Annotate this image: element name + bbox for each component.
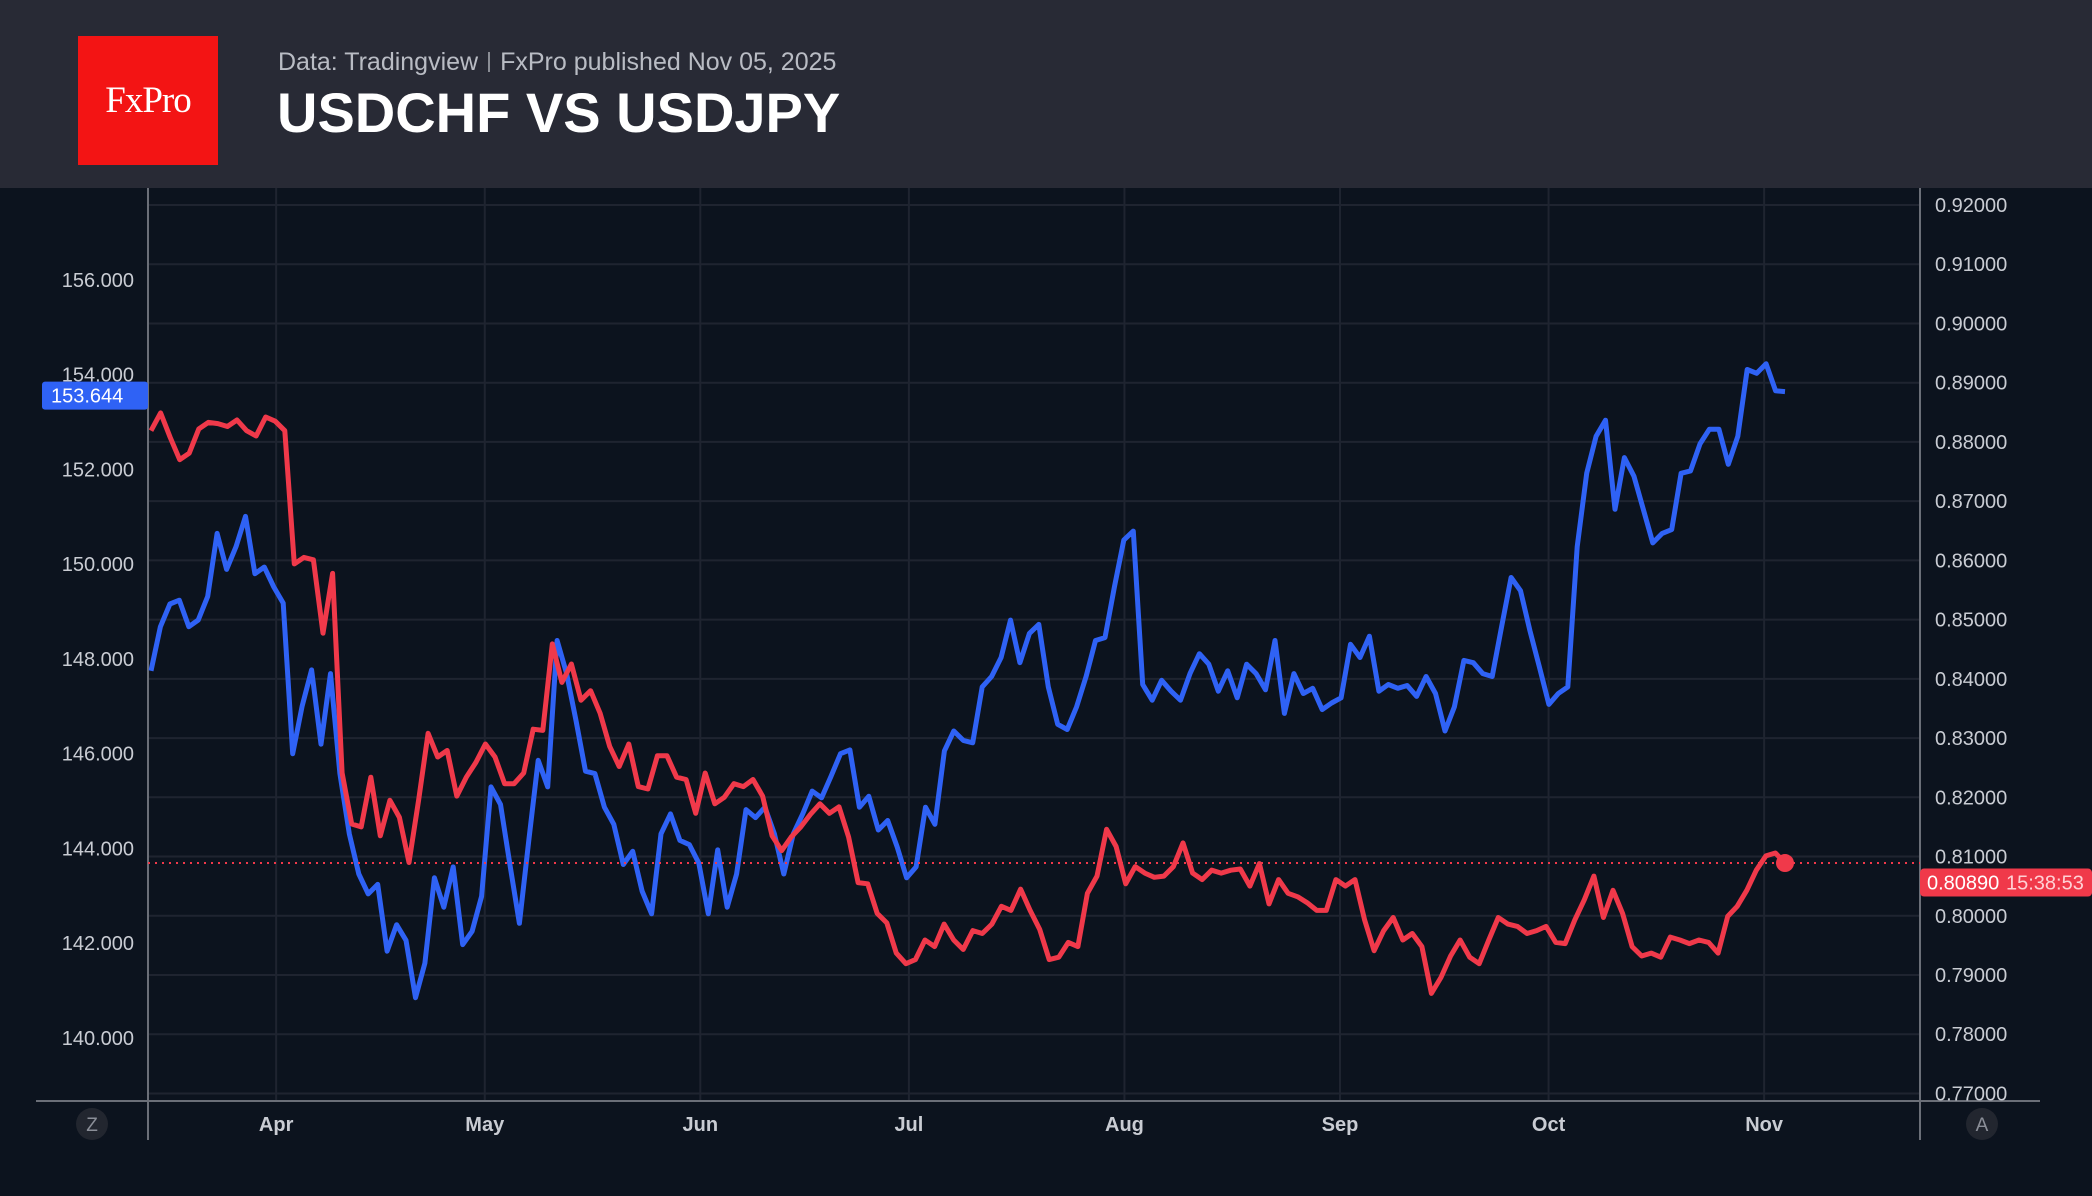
header: FxPro Data: Tradingview FxPro published N… — [0, 0, 2092, 188]
left-tick-label: 142.000 — [62, 933, 134, 955]
right-tick-label: 0.82000 — [1935, 787, 2007, 809]
month-label: May — [465, 1114, 505, 1136]
usdchf-last-point — [1776, 854, 1794, 873]
left-tick-label: 140.000 — [62, 1028, 134, 1050]
month-label: Apr — [259, 1114, 294, 1136]
usdchf-price-badge — [1920, 868, 2092, 897]
month-label: Nov — [1745, 1114, 1784, 1136]
right-tick-label: 0.77000 — [1935, 1083, 2007, 1105]
axis-button-left-label[interactable]: Z — [86, 1115, 98, 1136]
axis-labels: 0.77000 0.78000 0.79000 0.80000 0.81000 0.820… — [62, 195, 2008, 1136]
month-label: Jun — [683, 1114, 719, 1136]
subtitle: Data: Tradingview FxPro published Nov 05,… — [278, 48, 836, 77]
right-tick-label: 0.87000 — [1935, 491, 2007, 513]
right-tick-label: 0.91000 — [1935, 254, 2007, 276]
series-lines — [148, 361, 1920, 1001]
right-tick-label: 0.79000 — [1935, 965, 2007, 987]
month-label: Sep — [1322, 1114, 1359, 1136]
left-tick-label: 152.000 — [62, 459, 134, 481]
published-date: FxPro published Nov 05, 2025 — [500, 48, 837, 76]
usdchf-countdown: 15:38:53 — [2006, 873, 2084, 895]
right-tick-label: 0.88000 — [1935, 432, 2007, 454]
right-tick-label: 0.86000 — [1935, 550, 2007, 572]
usdchf-price-label: 0.80890 — [1927, 873, 1999, 895]
separator — [488, 52, 491, 72]
usdjpy-price-label: 153.644 — [51, 386, 123, 408]
right-tick-label: 0.84000 — [1935, 669, 2007, 691]
right-tick-label: 0.85000 — [1935, 610, 2007, 632]
usdchf-line — [148, 410, 1787, 996]
axes — [36, 188, 2040, 1140]
right-tick-label: 0.92000 — [1935, 195, 2007, 217]
right-tick-label: 0.80000 — [1935, 906, 2007, 928]
left-tick-label: 154.000 — [62, 365, 134, 387]
left-tick-label: 156.000 — [62, 270, 134, 292]
auto-scale-button-left[interactable] — [76, 1108, 108, 1140]
right-tick-label: 0.78000 — [1935, 1024, 2007, 1046]
price-badges: 153.644 0.80890 15:38:53 Z A — [42, 381, 2092, 1140]
left-tick-label: 150.000 — [62, 554, 134, 576]
grid — [148, 188, 1920, 1101]
usdjpy-price-badge — [42, 381, 148, 410]
left-tick-label: 144.000 — [62, 838, 134, 860]
month-label: Oct — [1532, 1114, 1566, 1136]
month-label: Aug — [1105, 1114, 1144, 1136]
logo-text: FxPro — [105, 80, 191, 121]
fxpro-logo: FxPro — [78, 36, 218, 165]
left-tick-label: 148.000 — [62, 649, 134, 671]
right-tick-label: 0.83000 — [1935, 728, 2007, 750]
left-tick-label: 146.000 — [62, 744, 134, 766]
right-tick-label: 0.89000 — [1935, 373, 2007, 395]
data-source: Data: Tradingview — [278, 48, 479, 76]
right-tick-label: 0.81000 — [1935, 847, 2007, 869]
month-label: Jul — [894, 1114, 923, 1136]
usdjpy-line — [148, 361, 1786, 1001]
auto-scale-button-right[interactable] — [1966, 1108, 1998, 1140]
right-tick-label: 0.90000 — [1935, 313, 2007, 335]
chart-title: USDCHF VS USDJPY — [277, 81, 841, 144]
axis-button-right-label[interactable]: A — [1976, 1115, 1989, 1136]
